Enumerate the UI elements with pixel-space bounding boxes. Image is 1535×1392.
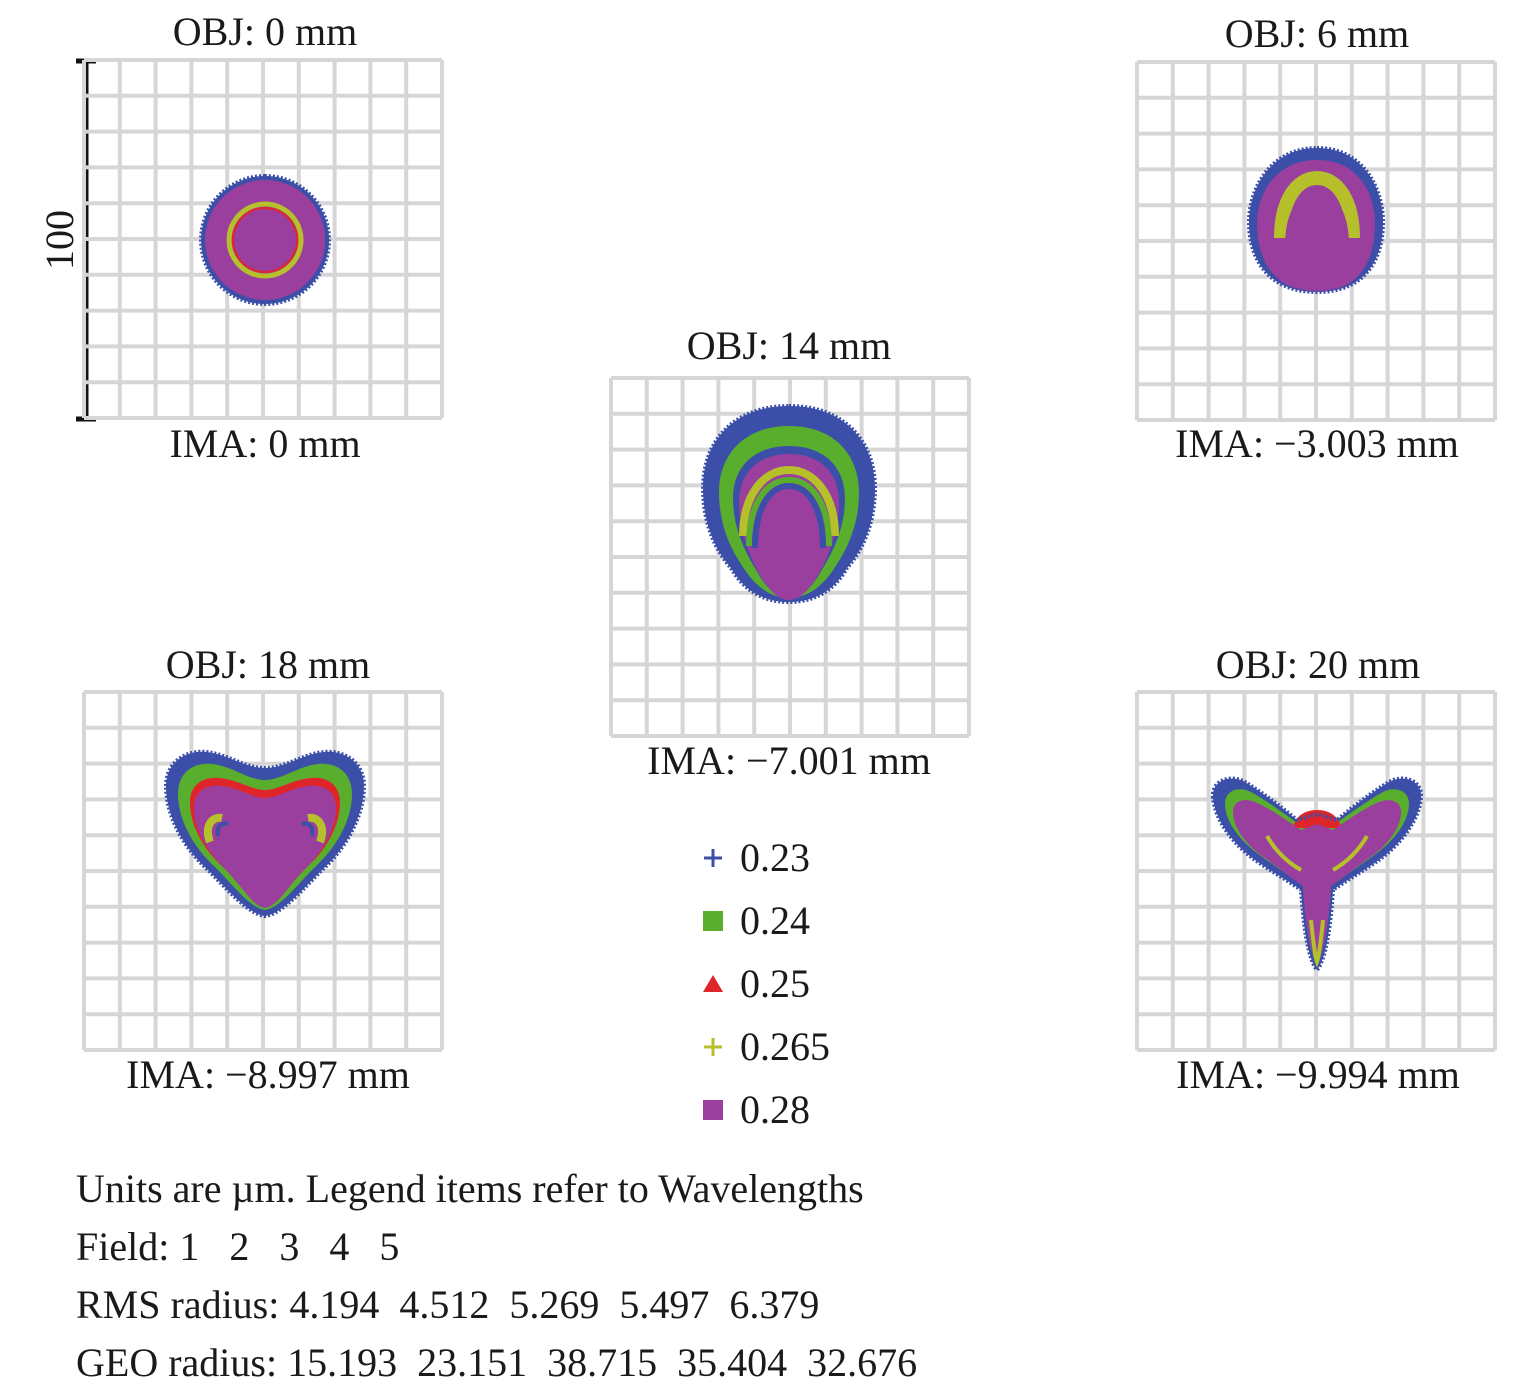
legend: 0.23 0.24 0.25 0.265 0.28 bbox=[700, 826, 830, 1141]
spot-diagram-3 bbox=[609, 376, 971, 738]
geo-radius-row: GEO radius: 15.193 23.151 38.715 35.404 … bbox=[76, 1340, 918, 1385]
spot-layer-5-4 bbox=[1265, 834, 1369, 872]
legend-triangle-icon bbox=[703, 974, 723, 992]
legend-label-4: 0.28 bbox=[740, 1086, 810, 1132]
summary-footer: Units are µm. Legend items refer to Wave… bbox=[76, 1160, 917, 1392]
field-row: Field: 1 2 3 4 5 bbox=[76, 1224, 400, 1269]
spot-panel-field-1 bbox=[82, 58, 444, 420]
spot-layer-5-5 bbox=[1309, 919, 1325, 969]
spot-field-4 bbox=[163, 749, 367, 919]
spot-diagram-5 bbox=[1135, 690, 1497, 1052]
units-note: Units are µm. Legend items refer to Wave… bbox=[76, 1166, 864, 1211]
legend-item-1: 0.24 bbox=[700, 889, 830, 952]
spot-layer-4-4 bbox=[203, 813, 223, 844]
legend-label-2: 0.25 bbox=[740, 960, 810, 1006]
panel-1-ima-label: IMA: 0 mm bbox=[169, 421, 361, 466]
rms-radius-row: RMS radius: 4.194 4.512 5.269 5.497 6.37… bbox=[76, 1282, 820, 1327]
spot-layer-2-3 bbox=[1285, 192, 1349, 246]
panel-4-obj-label: OBJ: 18 mm bbox=[165, 642, 371, 687]
panel-5-obj-label: OBJ: 20 mm bbox=[1215, 642, 1421, 687]
spot-layer-5-3 bbox=[1233, 800, 1401, 962]
spot-layer-4-6 bbox=[215, 821, 315, 837]
spot-panel-field-5 bbox=[1135, 690, 1497, 1052]
spot-layer-2-2 bbox=[1274, 170, 1360, 239]
spot-diagram-4 bbox=[82, 690, 444, 1052]
spot-field-5 bbox=[1210, 776, 1424, 974]
spot-diagram-2 bbox=[1135, 60, 1497, 422]
spot-layer-3-4 bbox=[739, 465, 839, 537]
spot-field-3 bbox=[700, 403, 878, 605]
legend-plus-icon bbox=[704, 848, 722, 867]
spot-panel-field-3 bbox=[609, 376, 971, 738]
scale-bar-label: 100 bbox=[37, 210, 82, 270]
legend-square-icon bbox=[703, 910, 723, 931]
legend-item-3: 0.265 bbox=[700, 1015, 830, 1078]
panel-2-ima-label: IMA: −3.003 mm bbox=[1175, 421, 1459, 466]
legend-item-2: 0.25 bbox=[700, 952, 830, 1015]
spot-layer-3-5 bbox=[746, 476, 832, 547]
legend-plus-icon bbox=[704, 1037, 722, 1056]
legend-item-4: 0.28 bbox=[700, 1078, 830, 1141]
spot-panel-field-4 bbox=[82, 690, 444, 1052]
panel-4-ima-label: IMA: −8.997 mm bbox=[126, 1052, 410, 1097]
panel-1-obj-label: OBJ: 0 mm bbox=[172, 9, 358, 54]
spot-layer-5-2 bbox=[1293, 810, 1341, 828]
panel-2-obj-label: OBJ: 6 mm bbox=[1224, 11, 1410, 56]
spot-layer-1-4 bbox=[232, 207, 299, 273]
legend-square-icon bbox=[703, 1099, 723, 1120]
grid-2 bbox=[1135, 60, 1497, 422]
spot-layer-1-3 bbox=[226, 201, 304, 279]
spot-layer-3-7 bbox=[759, 494, 819, 554]
spot-layer-4-5 bbox=[307, 813, 327, 844]
legend-label-1: 0.24 bbox=[740, 897, 810, 943]
spot-field-1 bbox=[199, 174, 332, 306]
spot-layer-4-7 bbox=[232, 820, 298, 902]
legend-item-0: 0.23 bbox=[700, 826, 830, 889]
legend-label-0: 0.23 bbox=[740, 834, 810, 880]
panel-5-ima-label: IMA: −9.994 mm bbox=[1176, 1052, 1460, 1097]
spot-layer-1-5 bbox=[239, 214, 292, 266]
legend-label-3: 0.265 bbox=[740, 1023, 830, 1069]
spot-diagram-1 bbox=[82, 58, 444, 420]
spot-layer-3-6 bbox=[752, 482, 826, 549]
spot-field-2 bbox=[1246, 145, 1386, 295]
spot-panel-field-2 bbox=[1135, 60, 1497, 422]
panel-3-obj-label: OBJ: 14 mm bbox=[686, 323, 892, 368]
panel-3-ima-label: IMA: −7.001 mm bbox=[647, 738, 931, 783]
